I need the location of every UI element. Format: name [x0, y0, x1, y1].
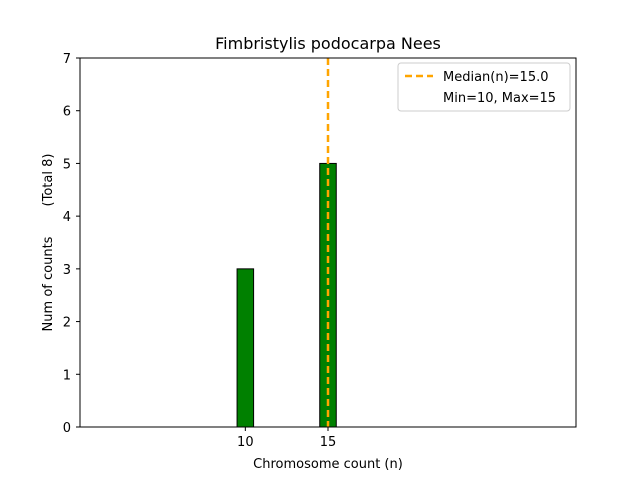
- y-tick-label-3: 3: [63, 263, 71, 278]
- x-ticks: 10 15: [237, 427, 336, 450]
- y-tick-label-6: 6: [63, 105, 71, 120]
- legend-box: [397, 62, 571, 112]
- y-ticks: 0 1 2 3 4 5 6 7: [63, 52, 80, 436]
- bar-10: [236, 268, 255, 428]
- x-tick-label-15: 15: [320, 435, 337, 450]
- legend-minmax-label: Min=10, Max=15: [443, 91, 556, 106]
- x-tick-label-10: 10: [237, 435, 254, 450]
- y-tick-label-7: 7: [63, 52, 71, 67]
- y-tick-label-2: 2: [63, 316, 71, 331]
- bars-group: [236, 162, 337, 428]
- y-tick-label-1: 1: [63, 368, 71, 383]
- chart-title: Fimbristylis podocarpa Nees: [215, 34, 441, 53]
- y-axis-label: Num of counts: [41, 236, 56, 331]
- x-axis-label: Chromosome count (n): [253, 457, 403, 472]
- legend: Median(n)=15.0 Min=10, Max=15: [397, 62, 571, 112]
- y-tick-label-0: 0: [63, 421, 71, 436]
- legend-median-label: Median(n)=15.0: [443, 70, 549, 85]
- y-tick-label-5: 5: [63, 157, 71, 172]
- y-tick-label-4: 4: [63, 210, 71, 225]
- y-axis-total-label: (Total 8): [41, 154, 56, 207]
